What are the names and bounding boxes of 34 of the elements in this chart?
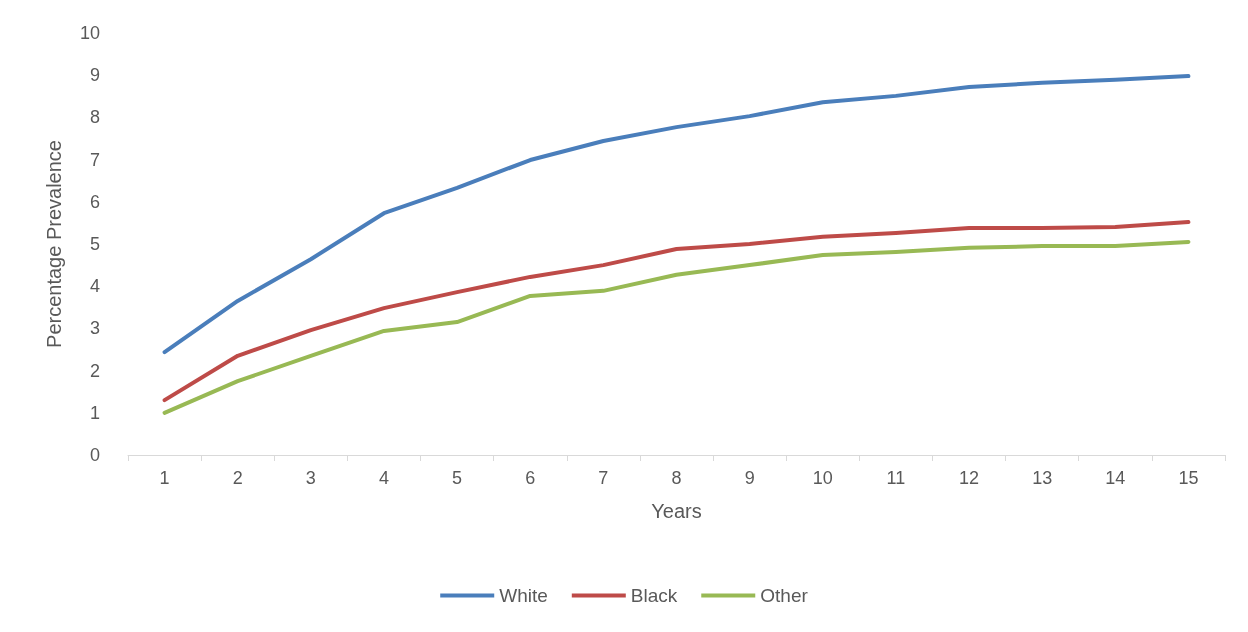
y-tick-label: 0	[89, 445, 100, 465]
y-tick-label: 2	[89, 360, 100, 381]
legend-label: Black	[630, 585, 678, 606]
x-tick-label: 12	[959, 468, 980, 488]
y-tick-label: 3	[89, 318, 100, 339]
y-tick-label: 7	[89, 149, 100, 170]
y-tick-label: 9	[89, 65, 100, 86]
line-series	[162, 220, 1191, 403]
y-axis-title: Percentage Prevalence	[43, 140, 65, 348]
x-tick-label: 11	[886, 468, 906, 488]
x-tick-label: 2	[232, 468, 243, 488]
y-tick-label: 6	[89, 191, 100, 212]
x-tick-label: 6	[525, 468, 536, 488]
x-tick-label: 15	[1178, 468, 1199, 488]
line-series	[162, 74, 1191, 355]
y-tick-label: 4	[89, 276, 100, 297]
y-tick-label: 8	[89, 107, 100, 128]
line-series	[162, 239, 1191, 415]
y-tick-label: 1	[89, 402, 100, 423]
x-tick-label: 14	[1105, 468, 1126, 488]
x-tick-label: 9	[744, 468, 755, 488]
x-axis-title: Years	[651, 500, 702, 522]
x-tick-label: 13	[1032, 468, 1053, 488]
x-tick-label: 10	[812, 468, 833, 488]
legend-label: Other	[760, 585, 809, 606]
x-tick-label: 5	[452, 468, 463, 488]
x-tick-label: 4	[378, 468, 389, 488]
legend-label: White	[499, 585, 548, 606]
x-tick-label: 3	[305, 468, 316, 488]
y-tick-label: 10	[79, 23, 100, 43]
x-tick-label: 7	[598, 468, 609, 488]
x-tick-label: 8	[671, 468, 682, 488]
y-tick-label: 5	[89, 234, 100, 254]
x-tick-label: 1	[159, 468, 170, 488]
